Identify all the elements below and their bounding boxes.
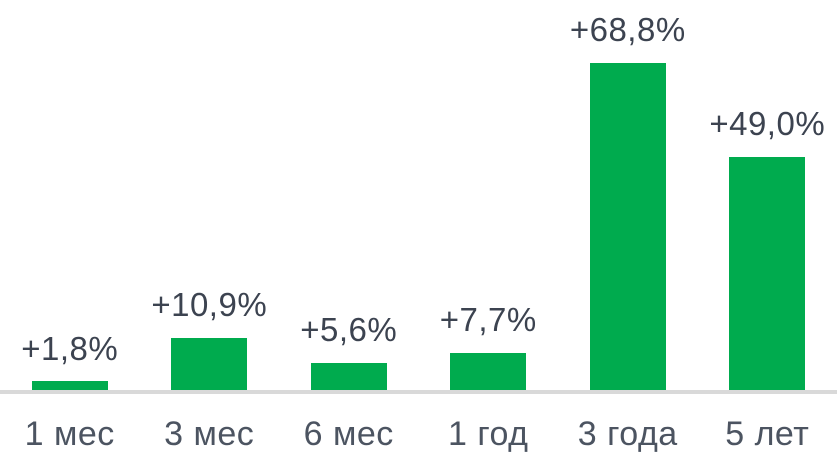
bar-column: +10,9% [140,286,280,390]
bar-column: +49,0% [698,105,837,390]
value-label: +10,9% [151,286,268,324]
bar [589,63,666,390]
x-axis-labels: 1 мес 3 мес 6 мес 1 год 3 года 5 лет [0,415,837,453]
plot-area: +1,8% +10,9% +5,6% +7,7% +68,8% +49,0% [0,11,837,390]
x-axis-line [0,390,837,394]
value-label: +68,8% [569,11,686,49]
bar-column: +5,6% [279,311,419,390]
category-label: 1 год [447,415,529,453]
value-label: +1,8% [21,329,119,367]
category-label: 6 мес [303,415,394,453]
bar [171,338,248,390]
bar [310,363,387,390]
bar [450,353,527,390]
category-label: 1 мес [24,415,115,453]
bar-column: +7,7% [419,301,559,390]
value-label: +5,6% [300,311,398,349]
value-label: +49,0% [709,105,826,143]
category-label: 3 мес [164,415,255,453]
bar [31,381,108,390]
bar [729,157,806,390]
category-label: 3 года [577,415,678,453]
bar-column: +68,8% [558,11,698,390]
bar-column: +1,8% [0,330,140,390]
category-label: 5 лет [725,415,810,453]
value-label: +7,7% [439,301,537,339]
